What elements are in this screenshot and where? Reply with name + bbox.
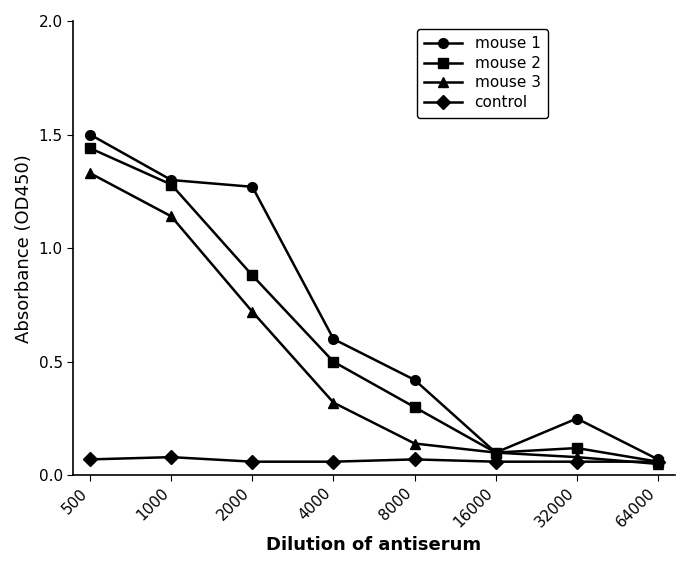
X-axis label: Dilution of antiserum: Dilution of antiserum — [266, 536, 482, 554]
mouse 2 — [491, 449, 500, 456]
mouse 3 — [167, 213, 175, 220]
control — [654, 458, 662, 465]
mouse 1 — [411, 377, 419, 384]
control — [167, 453, 175, 460]
mouse 2 — [86, 145, 95, 151]
control — [248, 458, 257, 465]
control — [573, 458, 581, 465]
mouse 2 — [248, 272, 257, 279]
control — [411, 456, 419, 463]
mouse 1 — [248, 183, 257, 190]
Legend: mouse 1, mouse 2, mouse 3, control: mouse 1, mouse 2, mouse 3, control — [417, 28, 549, 118]
control — [86, 456, 95, 463]
mouse 1 — [654, 456, 662, 463]
mouse 3 — [654, 460, 662, 467]
mouse 3 — [573, 453, 581, 460]
mouse 3 — [248, 308, 257, 315]
Line: mouse 2: mouse 2 — [86, 143, 663, 467]
mouse 3 — [411, 440, 419, 447]
mouse 2 — [654, 458, 662, 465]
mouse 2 — [573, 444, 581, 451]
mouse 3 — [329, 399, 337, 406]
mouse 2 — [329, 358, 337, 365]
mouse 1 — [329, 336, 337, 343]
mouse 1 — [573, 415, 581, 422]
mouse 3 — [86, 170, 95, 176]
mouse 2 — [167, 181, 175, 188]
mouse 1 — [86, 131, 95, 138]
mouse 1 — [167, 176, 175, 183]
mouse 2 — [411, 404, 419, 411]
Line: control: control — [86, 452, 663, 467]
mouse 3 — [491, 449, 500, 456]
Y-axis label: Absorbance (OD450): Absorbance (OD450) — [15, 154, 33, 343]
control — [491, 458, 500, 465]
mouse 1 — [491, 449, 500, 456]
control — [329, 458, 337, 465]
Line: mouse 3: mouse 3 — [86, 168, 663, 469]
Line: mouse 1: mouse 1 — [86, 130, 663, 464]
